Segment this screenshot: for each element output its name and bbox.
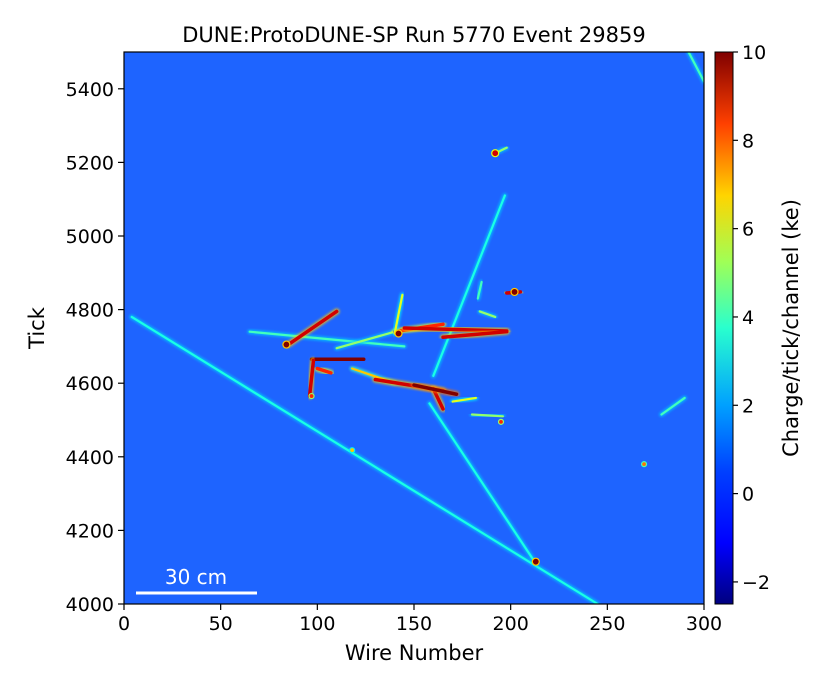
track-10 xyxy=(307,358,316,398)
x-tick-label-150: 150 xyxy=(396,613,432,635)
y-tick-label-4200: 4200 xyxy=(66,520,114,542)
track-11 xyxy=(315,366,333,375)
y-tick-label-4000: 4000 xyxy=(66,594,114,616)
plot-area xyxy=(124,52,704,604)
blob-0 xyxy=(282,340,291,349)
x-tick-label-200: 200 xyxy=(493,613,529,635)
track-18 xyxy=(470,413,505,418)
track-23 xyxy=(478,310,497,319)
track-24 xyxy=(476,280,483,300)
colorbar-ticks: −2 0 2 4 6 8 10 xyxy=(733,42,770,594)
y-tick-label-4800: 4800 xyxy=(66,300,114,322)
colorbar-tick-label-6: 10 xyxy=(742,42,766,64)
y-axis-label: Tick xyxy=(25,306,49,350)
track-19 xyxy=(660,396,686,416)
track-4 xyxy=(335,330,396,350)
track-1 xyxy=(428,402,537,565)
x-tick-label-300: 300 xyxy=(686,613,722,635)
x-tick-label-250: 250 xyxy=(589,613,625,635)
blob-1 xyxy=(531,557,540,566)
y-axis-ticks: 4000 4200 4400 4600 4800 5000 5200 5400 xyxy=(66,79,124,616)
x-tick-label-0: 0 xyxy=(118,613,130,635)
y-tick-label-4400: 4400 xyxy=(66,447,114,469)
colorbar xyxy=(714,51,734,605)
track-16 xyxy=(393,293,404,335)
blob-5 xyxy=(640,461,648,468)
scale-bar-label: 30 cm xyxy=(165,565,227,589)
y-tick-label-5200: 5200 xyxy=(66,152,114,174)
x-tick-label-50: 50 xyxy=(209,613,233,635)
track-2 xyxy=(432,194,506,377)
track-0 xyxy=(130,315,599,604)
blob-7 xyxy=(349,447,356,454)
y-tick-label-5000: 5000 xyxy=(66,226,114,248)
colorbar-tick-label-0: −2 xyxy=(742,572,770,594)
colorbar-tick-label-5: 8 xyxy=(742,130,754,152)
colorbar-tick-label-1: 0 xyxy=(742,484,754,506)
track-3 xyxy=(248,330,406,348)
track-7 xyxy=(441,329,509,339)
blobs-layer xyxy=(282,149,648,566)
blob-4 xyxy=(497,418,505,425)
x-axis-label: Wire Number xyxy=(345,641,484,665)
blob-2 xyxy=(394,329,403,338)
blob-8 xyxy=(308,392,315,400)
y-tick-label-5400: 5400 xyxy=(66,79,114,101)
blob-6 xyxy=(491,149,500,158)
x-axis-ticks: 0 50 100 150 200 250 300 xyxy=(118,604,722,635)
colorbar-tick-label-4: 6 xyxy=(742,219,754,241)
x-tick-label-100: 100 xyxy=(299,613,335,635)
chart-title: DUNE:ProtoDUNE-SP Run 5770 Event 29859 xyxy=(182,23,645,47)
track-17 xyxy=(451,396,477,403)
colorbar-label: Charge/tick/channel (ke) xyxy=(779,199,803,457)
tracks-layer xyxy=(129,52,704,604)
track-20 xyxy=(687,52,704,83)
colorbar-tick-label-2: 2 xyxy=(742,395,754,417)
blob-3 xyxy=(510,287,519,297)
track-8 xyxy=(286,309,339,347)
track-15 xyxy=(412,383,459,396)
colorbar-tick-label-3: 4 xyxy=(742,307,754,329)
y-tick-label-4600: 4600 xyxy=(66,373,114,395)
